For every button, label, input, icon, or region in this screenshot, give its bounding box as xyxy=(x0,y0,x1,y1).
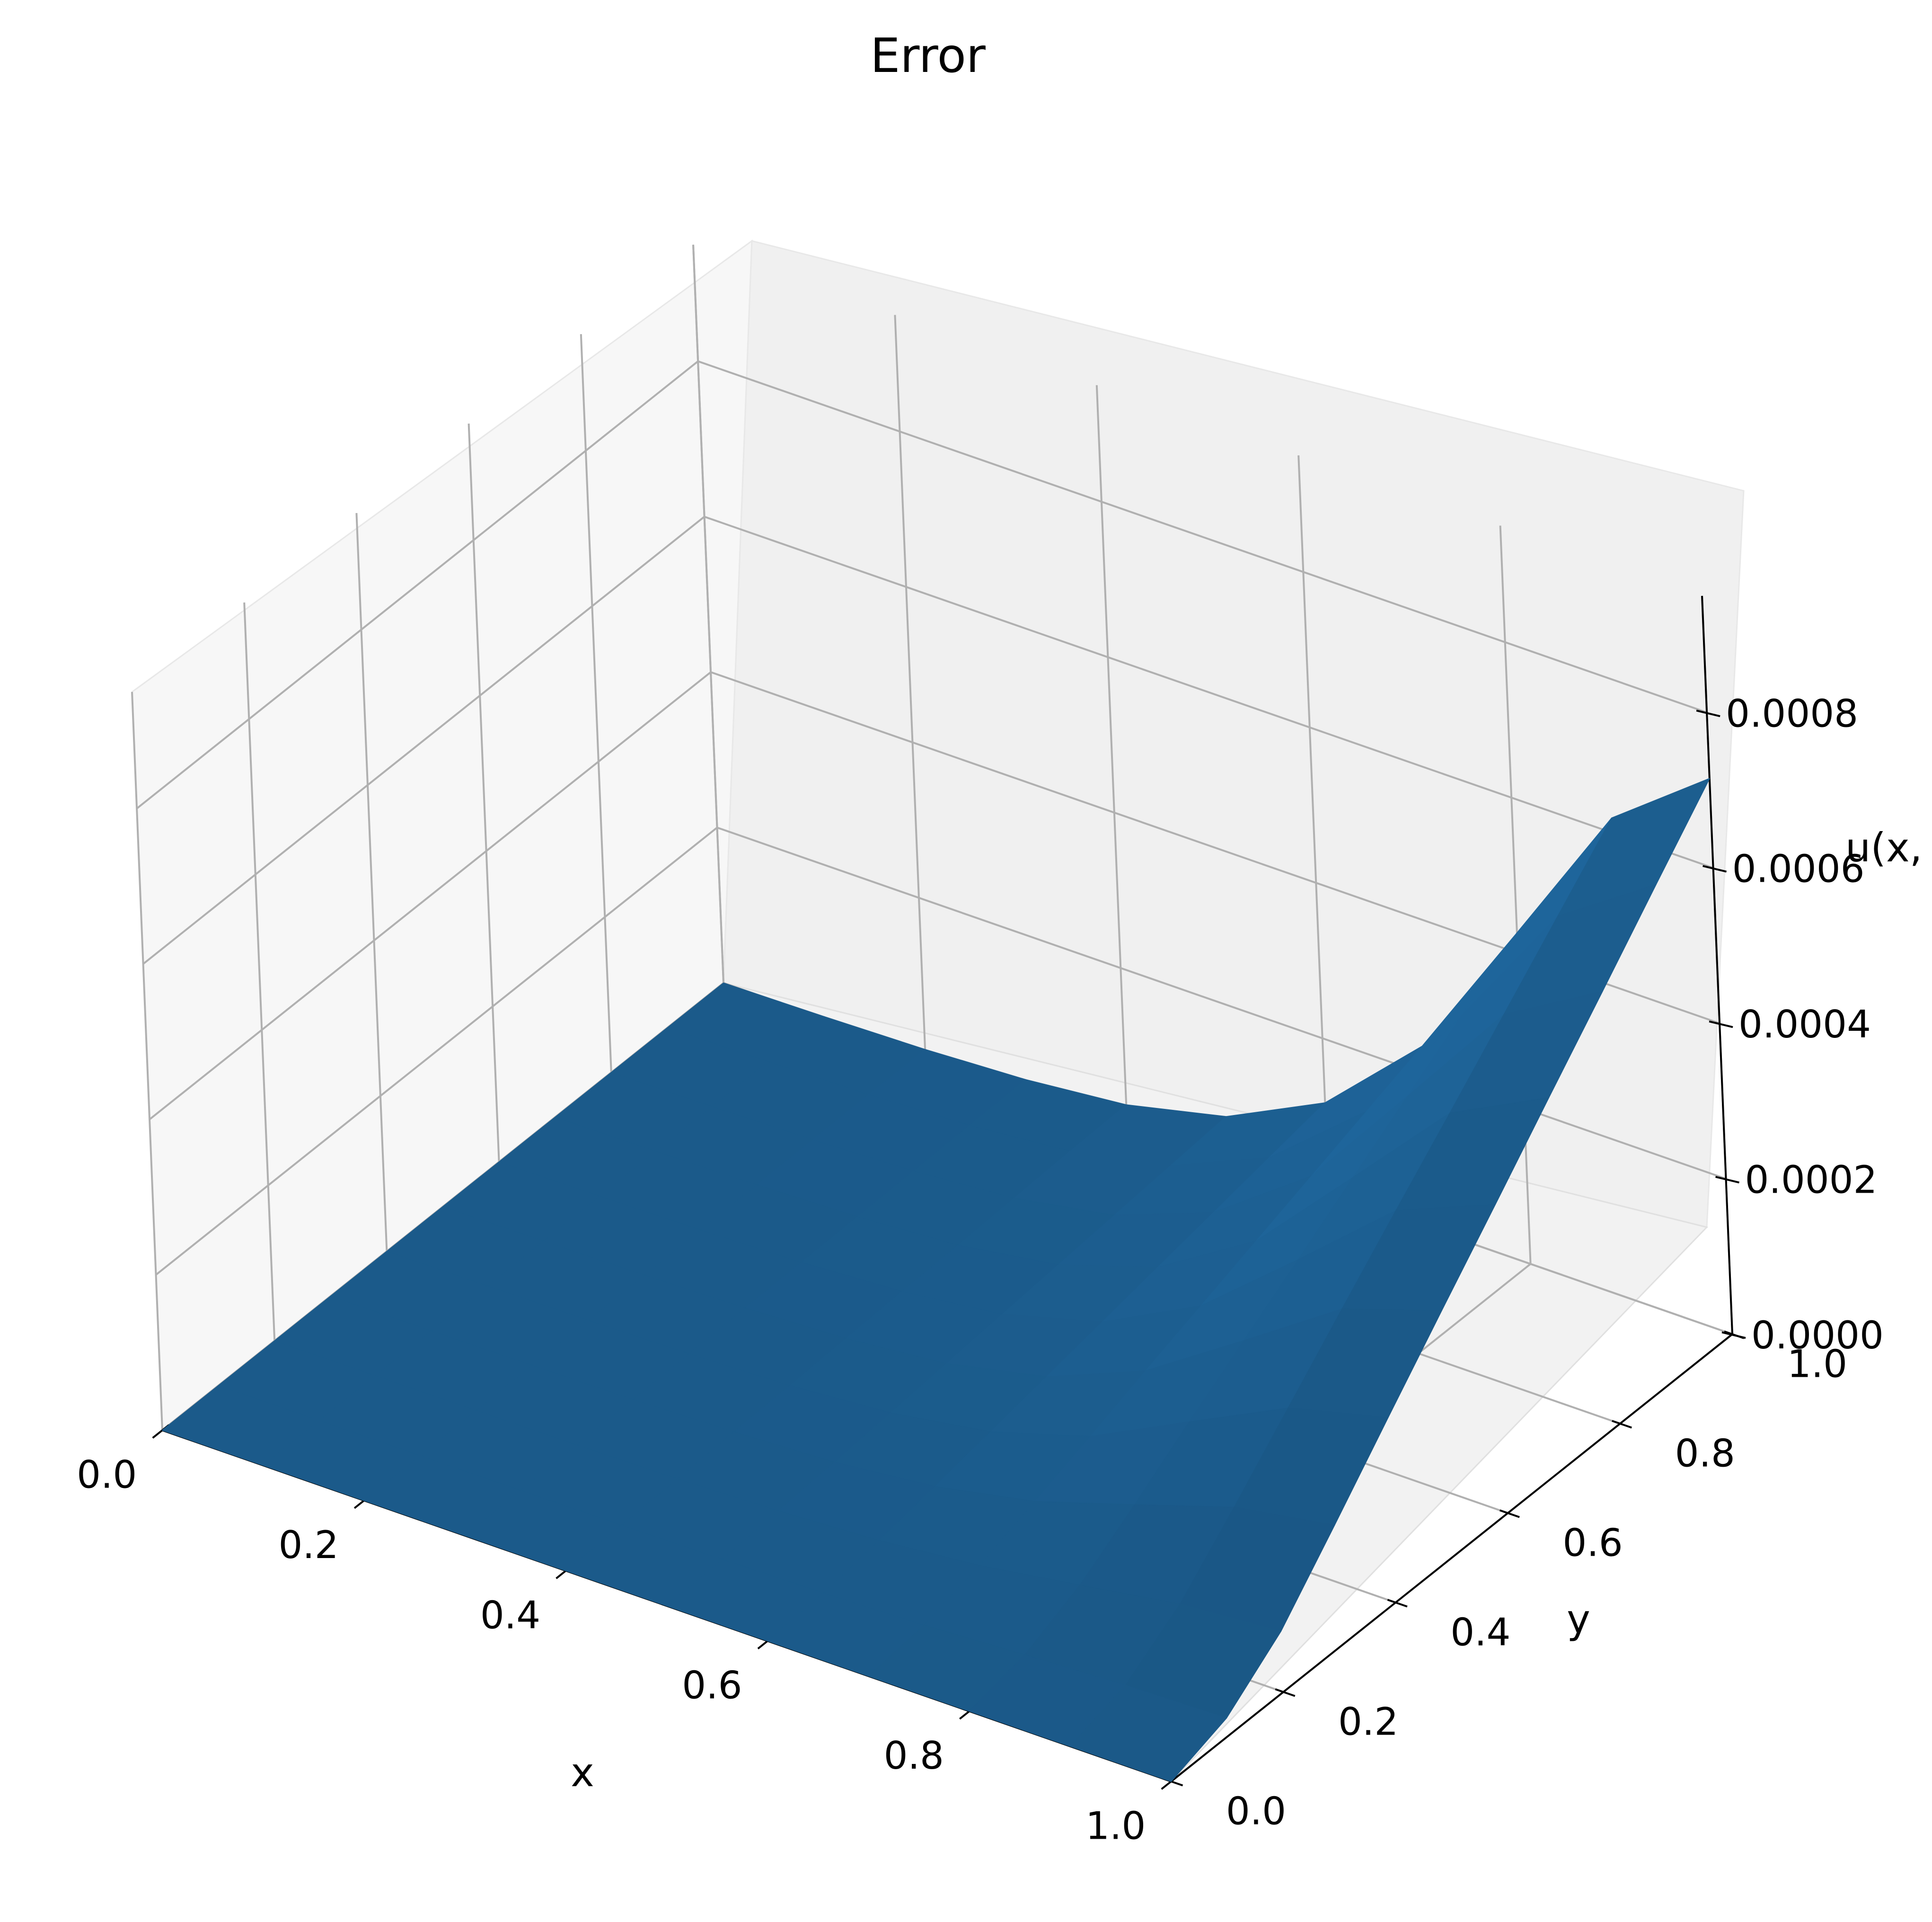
gridline-x-back xyxy=(1297,455,1330,1194)
z-tick-mark xyxy=(1709,1020,1733,1028)
tick-labels: 0.00.20.40.60.81.0 0.00.20.40.60.81.00.00… xyxy=(77,691,1884,1848)
error-surface xyxy=(162,778,1710,1782)
z-tick-mark xyxy=(1703,865,1727,873)
x-tick-label: 0.0 xyxy=(77,1453,137,1497)
gridline-x-back xyxy=(894,315,926,1054)
y-axis-line xyxy=(1170,1333,1733,1782)
gridline-y-side xyxy=(468,423,500,1162)
y-tick-label: 0.2 xyxy=(1338,1700,1398,1744)
x-tick-label: 1.0 xyxy=(1085,1804,1146,1848)
gridline-z-side xyxy=(149,671,712,1120)
x-tick-label: 0.6 xyxy=(682,1664,742,1708)
surface-patch xyxy=(1069,1684,1227,1782)
gridline-y-side xyxy=(692,244,724,983)
y-tick-label: 0.6 xyxy=(1562,1521,1623,1565)
gridline-z-back xyxy=(704,515,1714,869)
z-tick-mark xyxy=(1715,1176,1739,1184)
y-tick-label: 0.0 xyxy=(1226,1789,1286,1833)
y-axis-label: y xyxy=(1567,1596,1590,1642)
y-tick-label: 1.0 xyxy=(1787,1342,1847,1386)
gridline-y-side xyxy=(580,334,612,1073)
z-tick-mark xyxy=(1721,1331,1746,1339)
x-tick-label: 0.4 xyxy=(480,1593,540,1637)
z-tick-label: 0.0006 xyxy=(1732,847,1865,891)
y-tick-label: 0.4 xyxy=(1450,1610,1510,1654)
gridline-y-side xyxy=(355,513,388,1252)
x-tick-label: 0.2 xyxy=(278,1523,338,1567)
x-tick-mark xyxy=(1161,1775,1179,1790)
gridline-z-side xyxy=(136,360,699,809)
z-tick-label: 0.0008 xyxy=(1726,691,1858,735)
gridline-z-side xyxy=(155,827,718,1276)
x-tick-label: 0.8 xyxy=(884,1734,944,1778)
z-tick-label: 0.0000 xyxy=(1751,1313,1884,1357)
y-tick-mark xyxy=(1499,1509,1520,1518)
chart-title: Error xyxy=(870,28,986,83)
gridline-y-side xyxy=(243,602,276,1341)
y-tick-mark xyxy=(1275,1688,1296,1697)
gridline-x-back xyxy=(1095,385,1128,1124)
y-tick-mark xyxy=(1387,1599,1408,1608)
gridline-z-side xyxy=(142,516,705,965)
gridline-z-back xyxy=(697,360,1707,714)
z-tick-mark xyxy=(1696,709,1720,717)
y-tick-mark xyxy=(1612,1420,1632,1429)
z-axis-label: u(x, xyxy=(1845,824,1922,871)
z-tick-label: 0.0002 xyxy=(1745,1158,1878,1202)
z-tick-label: 0.0004 xyxy=(1738,1002,1871,1046)
x-axis-label: x xyxy=(571,1749,594,1796)
gridline-z-back xyxy=(716,826,1727,1180)
z-axis-line xyxy=(1701,595,1733,1335)
gridline-y-side xyxy=(131,691,163,1431)
y-tick-label: 0.8 xyxy=(1675,1431,1735,1475)
